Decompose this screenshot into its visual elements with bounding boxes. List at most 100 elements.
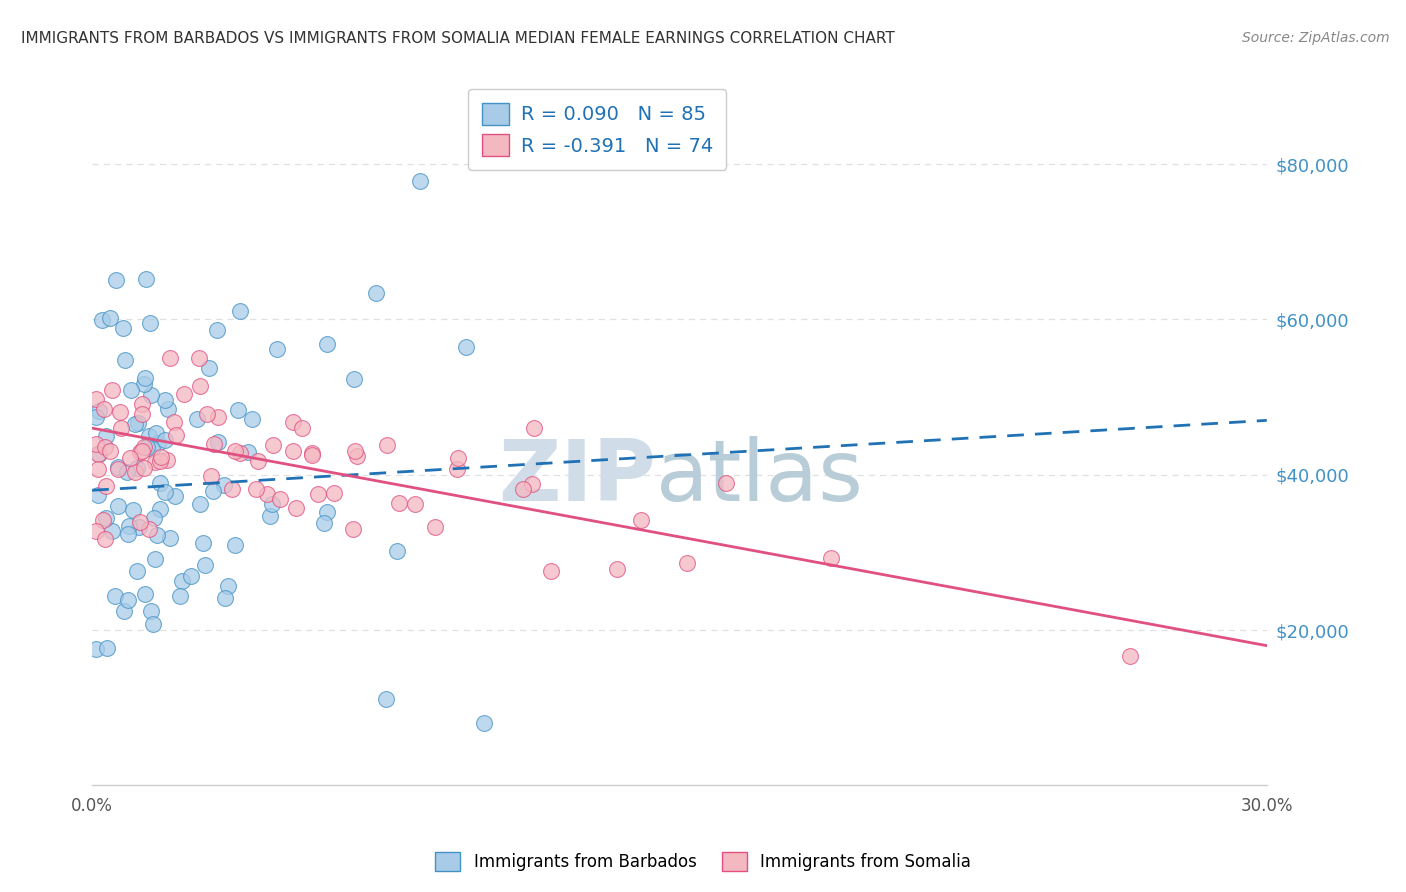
Point (472, 716, 495, 731)
Point (187, 351, 209, 366)
Point (165, 428, 187, 442)
Point (447, 450, 470, 465)
Point (112, 604, 135, 618)
Point (104, 589, 127, 603)
Point (94, 532, 117, 546)
Point (145, 425, 167, 440)
Point (200, 468, 222, 483)
Point (135, 272, 157, 286)
Point (245, 482, 267, 496)
Point (1118, 648, 1140, 663)
Point (138, 522, 160, 536)
Text: ZIP: ZIP (498, 436, 657, 519)
Point (107, 462, 129, 476)
Point (149, 454, 172, 468)
Point (366, 286, 388, 301)
Point (323, 486, 346, 500)
Point (714, 475, 737, 490)
Point (454, 340, 477, 354)
Point (256, 487, 278, 501)
Point (84, 642, 107, 657)
Point (170, 574, 193, 589)
Point (100, 524, 122, 538)
Point (285, 501, 308, 516)
Point (110, 420, 132, 434)
Point (98, 310, 121, 325)
Point (377, 438, 399, 452)
Point (630, 513, 652, 527)
Point (153, 484, 176, 499)
Point (195, 407, 218, 421)
Point (129, 515, 152, 529)
Point (149, 501, 172, 516)
Point (122, 503, 145, 517)
Point (156, 402, 179, 417)
Point (100, 443, 122, 458)
Point (87, 447, 110, 461)
Point (190, 496, 212, 510)
Point (423, 520, 446, 534)
Point (124, 465, 146, 479)
Point (214, 591, 236, 605)
Point (159, 351, 181, 366)
Point (153, 393, 176, 408)
Point (540, 564, 562, 578)
Point (135, 440, 157, 454)
Point (404, 497, 426, 511)
Point (820, 550, 842, 565)
Point (523, 421, 546, 435)
Point (146, 527, 169, 541)
Point (111, 321, 134, 335)
Point (193, 535, 215, 549)
Point (675, 556, 697, 570)
Point (84, 436, 107, 450)
Point (224, 443, 246, 458)
Point (606, 561, 628, 575)
Point (96, 641, 118, 656)
Point (89, 403, 111, 417)
Point (96, 428, 118, 442)
Point (202, 437, 225, 451)
Legend: Immigrants from Barbados, Immigrants from Somalia: Immigrants from Barbados, Immigrants fro… (427, 843, 979, 880)
Point (207, 434, 229, 449)
Point (134, 587, 156, 601)
Text: IMMIGRANTS FROM BARBADOS VS IMMIGRANTS FROM SOMALIA MEDIAN FEMALE EARNINGS CORRE: IMMIGRANTS FROM BARBADOS VS IMMIGRANTS F… (21, 31, 894, 46)
Point (139, 604, 162, 618)
Point (316, 337, 339, 351)
Point (169, 589, 191, 603)
Point (138, 428, 160, 442)
Point (125, 461, 148, 475)
Point (262, 438, 284, 452)
Point (344, 443, 367, 458)
Point (346, 449, 368, 463)
Point (94, 479, 117, 493)
Point (173, 387, 195, 401)
Point (120, 383, 142, 397)
Point (236, 445, 259, 459)
Point (131, 397, 153, 411)
Point (281, 415, 304, 429)
Point (221, 482, 243, 496)
Text: atlas: atlas (657, 436, 863, 519)
Point (512, 482, 534, 496)
Point (148, 436, 170, 450)
Point (141, 388, 163, 402)
Point (91, 513, 114, 527)
Point (117, 593, 139, 607)
Point (132, 461, 155, 475)
Point (159, 531, 181, 545)
Point (153, 434, 176, 448)
Point (142, 616, 165, 631)
Point (115, 465, 138, 479)
Point (266, 343, 288, 357)
Point (409, 174, 432, 188)
Point (124, 417, 146, 431)
Point (387, 496, 409, 510)
Point (240, 412, 263, 426)
Point (165, 490, 187, 504)
Point (118, 519, 141, 533)
Point (217, 579, 239, 593)
Point (87, 462, 110, 476)
Point (180, 569, 202, 583)
Point (307, 487, 329, 501)
